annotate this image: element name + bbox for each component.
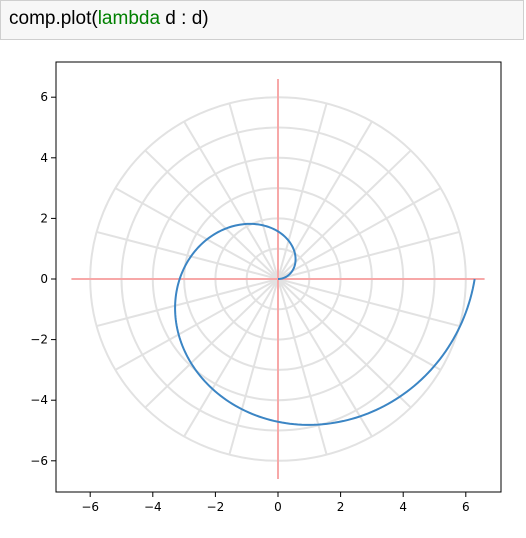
spiral-curve bbox=[174, 222, 476, 426]
y-tick-label: −2 bbox=[30, 333, 48, 347]
tick-layer: −6 −4 −2 0 2 4 6 −6 −4 −2 0 2 4 6 bbox=[30, 90, 469, 514]
y-tick-label: 6 bbox=[40, 90, 48, 104]
y-tick-label: 4 bbox=[40, 151, 48, 165]
x-tick-label: −4 bbox=[144, 500, 162, 514]
code-prefix: comp.plot( bbox=[9, 8, 98, 29]
x-tick-label: −6 bbox=[81, 500, 99, 514]
x-tick-label: 4 bbox=[399, 500, 407, 514]
x-tick-label: 6 bbox=[462, 500, 470, 514]
x-tick-label: 0 bbox=[274, 500, 282, 514]
y-tick-label: 2 bbox=[40, 211, 48, 225]
x-tick-label: 2 bbox=[337, 500, 345, 514]
y-tick-label: 0 bbox=[40, 272, 48, 286]
x-tick-label: −2 bbox=[207, 500, 225, 514]
y-tick-label: −6 bbox=[30, 454, 48, 468]
code-suffix: d : d) bbox=[160, 8, 209, 29]
code-keyword: lambda bbox=[97, 8, 161, 29]
code-cell[interactable]: comp.plot(lambda d : d) bbox=[0, 0, 524, 40]
code-line[interactable]: comp.plot(lambda d : d) bbox=[9, 8, 209, 30]
curve-layer bbox=[174, 222, 476, 426]
y-tick-label: −4 bbox=[30, 393, 48, 407]
